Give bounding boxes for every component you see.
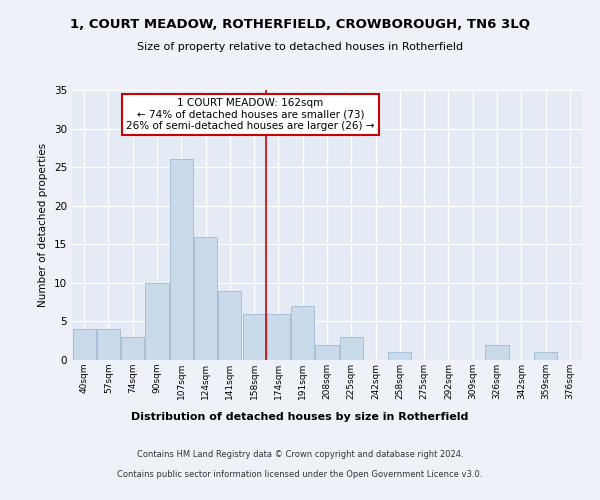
Bar: [242, 314, 266, 360]
Bar: [170, 160, 193, 360]
Bar: [291, 306, 314, 360]
Bar: [73, 329, 95, 360]
Bar: [485, 344, 509, 360]
Bar: [316, 344, 338, 360]
Bar: [267, 314, 290, 360]
Y-axis label: Number of detached properties: Number of detached properties: [38, 143, 49, 307]
Bar: [388, 352, 412, 360]
Text: 1, COURT MEADOW, ROTHERFIELD, CROWBOROUGH, TN6 3LQ: 1, COURT MEADOW, ROTHERFIELD, CROWBOROUG…: [70, 18, 530, 30]
Bar: [218, 290, 241, 360]
Bar: [534, 352, 557, 360]
Text: Distribution of detached houses by size in Rotherfield: Distribution of detached houses by size …: [131, 412, 469, 422]
Bar: [121, 337, 144, 360]
Bar: [145, 283, 169, 360]
Bar: [194, 236, 217, 360]
Text: Contains public sector information licensed under the Open Government Licence v3: Contains public sector information licen…: [118, 470, 482, 479]
Text: Contains HM Land Registry data © Crown copyright and database right 2024.: Contains HM Land Registry data © Crown c…: [137, 450, 463, 459]
Bar: [97, 329, 120, 360]
Bar: [340, 337, 363, 360]
Text: Size of property relative to detached houses in Rotherfield: Size of property relative to detached ho…: [137, 42, 463, 52]
Text: 1 COURT MEADOW: 162sqm
← 74% of detached houses are smaller (73)
26% of semi-det: 1 COURT MEADOW: 162sqm ← 74% of detached…: [126, 98, 375, 132]
